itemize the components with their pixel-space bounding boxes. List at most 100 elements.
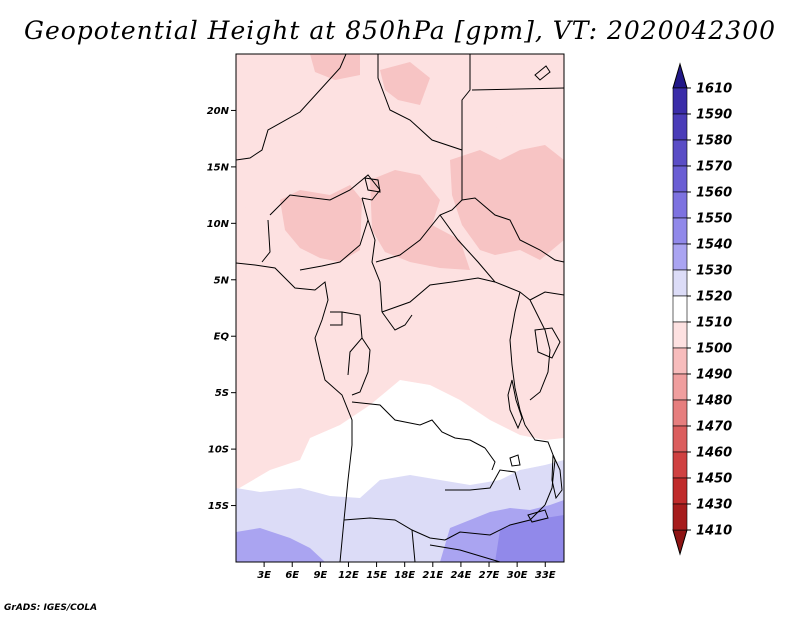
- field-1490-chad: [370, 170, 470, 270]
- field-1490-libya: [380, 62, 430, 105]
- lon-tick-label: 6E: [285, 570, 299, 581]
- country-borders: [236, 54, 564, 562]
- field-1490-nigeria: [280, 185, 362, 262]
- lake-nasser: [534, 65, 551, 81]
- border-zimbabwe: [429, 544, 501, 562]
- border-ss-ethiopia: [529, 291, 564, 301]
- border-kenya: [529, 299, 551, 401]
- lat-axis: 20N 15N 10N 5N EQ 5S 10S 15S: [207, 106, 236, 512]
- colorbar-swatch: [672, 113, 688, 141]
- credit-label: GrADS: IGES/COLA: [4, 603, 98, 613]
- lon-tick-label: 18E: [394, 570, 415, 581]
- colorbar-label: 1470: [696, 420, 732, 435]
- border-car-drc: [381, 277, 496, 313]
- colorbar-label: 1430: [696, 498, 732, 513]
- colorbar-top-arrow: [672, 62, 688, 89]
- lake-kariba: [527, 509, 549, 523]
- colorbar-swatch: [672, 87, 688, 115]
- colorbar-swatch: [672, 399, 688, 427]
- colorbar-swatch: [672, 165, 688, 193]
- map-frame: [235, 53, 565, 563]
- border-libya-egypt: [377, 54, 471, 151]
- border-eq-guinea: [330, 311, 343, 326]
- field-north-pink: [236, 54, 564, 215]
- lon-axis: 3E 6E 9E 12E 15E 18E 21E 24E 27E 30E 33E: [257, 562, 556, 581]
- border-benin: [261, 219, 271, 263]
- colorbar-label: 1460: [696, 446, 732, 461]
- colorbar-swatch: [672, 217, 688, 245]
- colorbar-label: 1560: [696, 186, 732, 201]
- colorbar-swatch: [672, 295, 688, 323]
- lon-tick-label: 30E: [507, 570, 528, 581]
- field-1530-sw: [236, 528, 325, 562]
- colorbar-label: 1500: [696, 342, 732, 357]
- lat-tick-label: 20N: [207, 106, 230, 117]
- field-1490-sudan: [450, 145, 564, 260]
- colorbar-swatch: [672, 321, 688, 349]
- border-drc-uganda: [509, 291, 526, 426]
- lon-tick-label: 21E: [422, 570, 443, 581]
- border-nigeria-cameroon: [299, 197, 369, 271]
- lat-tick-label: EQ: [214, 332, 230, 343]
- colorbar-label: 1580: [696, 134, 732, 149]
- colorbar-label: 1490: [696, 368, 732, 383]
- colorbar-label: 1610: [696, 82, 732, 97]
- colorbar-swatch: [672, 139, 688, 167]
- border-congo: [351, 337, 371, 396]
- colorbar-swatch: [672, 503, 688, 531]
- colorbar-label: 1410: [696, 524, 732, 539]
- lake-victoria: [534, 327, 561, 359]
- border-drc-angola: [351, 401, 486, 449]
- colorbar: 1610 1590 1580 1570 1560 1550 1540 1530 1520 1510…: [672, 62, 732, 556]
- field-1490-north: [310, 54, 360, 80]
- lat-tick-label: 15N: [207, 162, 230, 173]
- height-field: [236, 54, 564, 562]
- colorbar-label: 1510: [696, 316, 732, 331]
- border-angola-namibia: [343, 517, 446, 541]
- lon-tick-label: 27E: [479, 570, 500, 581]
- border-namibia-botswana: [411, 529, 416, 562]
- lon-tick-label: 24E: [451, 570, 472, 581]
- colorbar-label: 1540: [696, 238, 732, 253]
- border-angola-zambia: [445, 469, 521, 491]
- lat-tick-label: 5S: [215, 388, 229, 399]
- lake-chad: [364, 177, 381, 193]
- colorbar-bottom-arrow: [672, 529, 688, 556]
- border-sudan-ss: [461, 197, 564, 263]
- lon-tick-label: 33E: [535, 570, 556, 581]
- colorbar-label: 1530: [696, 264, 732, 279]
- colorbar-label: 1550: [696, 212, 732, 227]
- lat-tick-label: 5N: [214, 275, 230, 286]
- coastline-west: [236, 262, 353, 562]
- colorbar-swatch: [672, 347, 688, 375]
- border-drc-zambia: [484, 447, 496, 471]
- border-egypt-south: [471, 87, 564, 91]
- lon-tick-label: 15E: [366, 570, 387, 581]
- border-car-sudan: [439, 214, 531, 301]
- lon-tick-label: 9E: [313, 570, 327, 581]
- colorbar-label: 1590: [696, 108, 732, 123]
- lake-mweru: [509, 454, 521, 467]
- colorbar-label: 1450: [696, 472, 732, 487]
- border-niger-nigeria: [269, 174, 381, 216]
- colorbar-swatch: [672, 425, 688, 453]
- lat-tick-label: 15S: [208, 501, 229, 512]
- colorbar-swatch: [672, 191, 688, 219]
- lat-tick-label: 10S: [208, 445, 229, 456]
- colorbar-label: 1480: [696, 394, 732, 409]
- lon-tick-label: 3E: [257, 570, 271, 581]
- colorbar-label: 1520: [696, 290, 732, 305]
- colorbar-label: 1570: [696, 160, 732, 175]
- lon-tick-label: 12E: [338, 570, 359, 581]
- colorbar-swatch: [672, 451, 688, 479]
- colorbar-swatch: [672, 243, 688, 271]
- chart-title: Geopotential Height at 850hPa [gpm], VT:…: [23, 16, 777, 45]
- lat-tick-label: 10N: [207, 219, 230, 230]
- lakes: [364, 65, 563, 523]
- colorbar-swatch: [672, 269, 688, 297]
- lake-tanganyika: [507, 379, 523, 430]
- border-caprivi: [444, 504, 546, 541]
- colorbar-swatch: [672, 373, 688, 401]
- lake-malawi: [551, 454, 563, 500]
